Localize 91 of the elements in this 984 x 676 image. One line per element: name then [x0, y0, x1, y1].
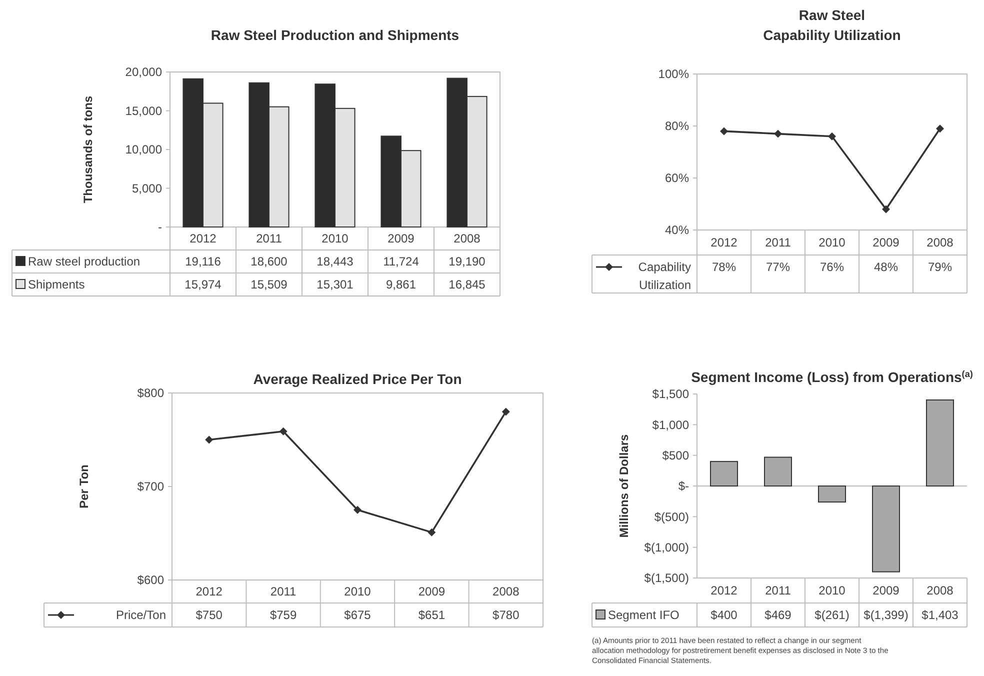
x-tick-label: 2012	[710, 236, 738, 250]
point	[354, 506, 362, 514]
y-axis-title: Per Ton	[77, 464, 91, 508]
data-label: 15,301	[316, 278, 354, 292]
bar	[764, 456, 792, 486]
point	[882, 205, 890, 214]
x-tick-label: 2008	[926, 584, 954, 598]
chart-title: Segment Income (Loss) from Operations$^{(a)}$	[691, 369, 973, 385]
data-label: 15,509	[250, 278, 288, 292]
y-tick-label: 60%	[664, 171, 690, 186]
y-tick-label: 10,000	[125, 142, 162, 157]
x-tick-label: 2008	[454, 232, 481, 246]
y-tick-label: $(1,000)	[644, 540, 689, 555]
data-label: $(261)	[814, 608, 850, 622]
y-tick-label: $(1,500)	[644, 571, 689, 586]
x-tick-label: 2012	[196, 584, 223, 599]
data-label: $1,403	[922, 608, 959, 622]
chart-title: Raw Steel Production and Shipments	[210, 27, 460, 43]
bar	[818, 486, 846, 503]
x-tick-label: 2011	[765, 236, 792, 250]
data-label: 76%	[820, 260, 844, 274]
point	[720, 127, 728, 136]
chart-title: Raw Steel Capability Utilization	[763, 7, 901, 43]
x-tick-label: 2012	[710, 584, 738, 598]
y-tick-label: 5,000	[132, 181, 162, 196]
data-label: $651	[418, 608, 446, 622]
bar	[872, 486, 900, 572]
x-tick-label: 2010	[344, 584, 372, 599]
data-label: $675	[344, 608, 372, 622]
y-tick-label: $(500)	[654, 510, 690, 524]
bar	[710, 460, 738, 486]
point	[502, 408, 510, 416]
data-label: $(1,399)	[864, 608, 908, 622]
y-tick-label: 15,000	[125, 104, 162, 118]
x-tick-label: 2010	[818, 584, 846, 598]
point	[936, 124, 944, 133]
point	[205, 436, 214, 444]
x-tick-label: 2011	[270, 584, 297, 599]
data-label: 11,724	[383, 254, 420, 269]
data-label: $780	[492, 608, 520, 622]
data-label: $750	[196, 608, 223, 622]
x-tick-label: 2008	[926, 236, 954, 250]
y-tick-label: $500	[662, 448, 690, 463]
data-label: 9,861	[386, 278, 416, 292]
x-tick-label: 2009	[388, 232, 415, 246]
y-tick-label: 100%	[658, 67, 690, 82]
y-tick-label: 20,000	[125, 65, 162, 80]
data-label: 18,600	[250, 254, 288, 269]
data-label: 78%	[712, 260, 736, 274]
x-tick-label: 2009	[872, 236, 900, 250]
y-tick-label: -	[158, 220, 162, 234]
y-tick-label: $600	[137, 573, 164, 588]
x-tick-label: 2009	[872, 584, 900, 598]
y-tick-label: $1,500	[652, 387, 690, 402]
data-label: 16,845	[448, 278, 486, 292]
data-label: $400	[710, 608, 738, 622]
y-tick-label: $1,000	[652, 418, 690, 432]
data-label: 79%	[928, 260, 952, 274]
text: Price/Ton	[116, 608, 166, 622]
x-tick-label: 2008	[492, 584, 520, 599]
data-label: $469	[764, 608, 792, 622]
x-tick-label: 2009	[418, 584, 446, 599]
x-tick-label: 2011	[256, 232, 282, 246]
legend-label: Capability Utilization	[638, 260, 691, 292]
y-tick-label: 40%	[664, 223, 690, 238]
data-label: 48%	[874, 260, 898, 274]
y-axis-title: Thousands of tons	[81, 96, 95, 204]
data-label: 15,974	[184, 278, 222, 292]
point	[428, 528, 436, 536]
y-tick-label: $800	[137, 386, 164, 400]
y-tick-label: 80%	[664, 119, 690, 134]
legend-label: Raw steel production	[28, 254, 140, 269]
x-tick-label: 2010	[322, 232, 349, 246]
point	[774, 130, 782, 138]
data-label: $759	[270, 608, 297, 622]
legend-label: Segment IFO	[608, 608, 680, 622]
bar	[926, 399, 954, 486]
legend-label: Shipments	[28, 278, 85, 292]
data-label: 18,443	[316, 254, 354, 269]
x-tick-label: 2012	[190, 232, 217, 246]
y-tick-label: $700	[137, 480, 164, 494]
y-axis-title: Millions of Dollars	[617, 434, 631, 538]
data-label: 19,116	[185, 254, 222, 269]
chart-title: Average Realized Price Per Ton	[253, 371, 462, 387]
point	[828, 132, 836, 140]
data-label: 19,190	[448, 254, 486, 269]
data-label: 77%	[766, 260, 790, 274]
y-tick-label: $-	[678, 479, 689, 494]
x-tick-label: 2010	[818, 236, 846, 250]
x-tick-label: 2011	[765, 584, 792, 598]
point	[279, 427, 288, 436]
